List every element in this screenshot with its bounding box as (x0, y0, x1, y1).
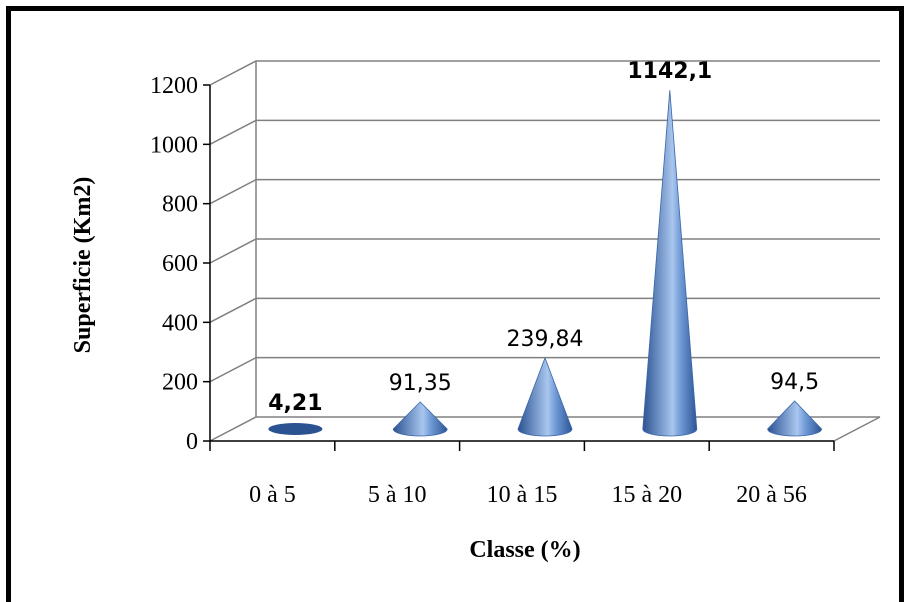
y-axis-title: Superficie (Km2) (70, 177, 96, 354)
data-label: 1142,1 (627, 59, 712, 84)
floor-right-edge (833, 416, 881, 442)
x-tick-label: 5 à 10 (368, 482, 427, 508)
x-tick-label: 15 à 20 (611, 482, 682, 508)
data-label: 239,84 (507, 327, 584, 352)
y-tick-label: 600 (162, 251, 198, 277)
cones (268, 90, 823, 437)
x-axis-title: Classe (%) (469, 537, 580, 563)
cone-bar (517, 356, 573, 437)
data-labels: 4,21 91,35 239,84 1142,1 94,5 (268, 59, 819, 416)
y-tick-label: 200 (162, 370, 198, 396)
x-tick-label: 10 à 15 (487, 482, 558, 508)
data-label: 94,5 (770, 370, 819, 395)
gridline (209, 178, 880, 205)
chart-frame (6, 6, 904, 602)
data-label: 4,21 (268, 391, 322, 416)
cone-bar (767, 400, 823, 437)
data-label: 91,35 (389, 371, 452, 396)
y-tick-label: 0 (186, 429, 198, 455)
cone-bar (642, 90, 698, 437)
cone-bar (392, 401, 448, 437)
y-tick-label: 1000 (150, 132, 198, 158)
cone-bar (268, 423, 323, 435)
y-tick-label: 1200 (150, 73, 198, 99)
gridline (209, 119, 880, 145)
gridline (209, 238, 880, 264)
gridline (209, 297, 880, 323)
x-tick-label: 0 à 5 (249, 482, 296, 508)
gridline (209, 60, 880, 86)
axes: 0 200 400 600 800 1000 1200 0 à 5 5 à 10 10 à 15 1… (150, 73, 835, 508)
y-tick-label: 400 (162, 310, 198, 336)
y-tick-label: 800 (162, 192, 198, 218)
x-tick-label: 20 à 56 (736, 482, 807, 508)
